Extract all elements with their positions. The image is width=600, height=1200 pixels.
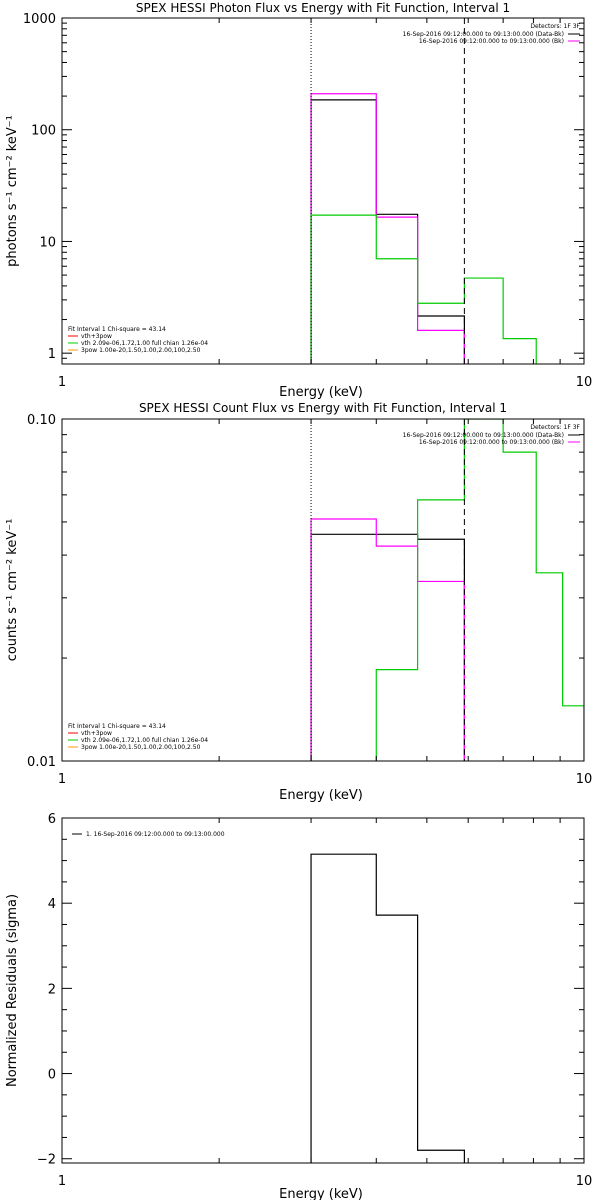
series-1-step	[310, 99, 465, 364]
y-tick-label: 1	[48, 347, 56, 362]
legend-entry: 16-Sep-2016 09:12:00.000 to 09:13:00.000…	[403, 432, 564, 439]
chart-panel-3: 1 10 −2 0 2 4 6 Energy (keV) Normalized Residual…	[5, 812, 592, 1200]
series-2-step	[310, 518, 465, 761]
series-1-step	[310, 533, 465, 761]
legend-entry: 3pow 1.00e-20,1.50,1.00,2.00,100,2.50	[81, 744, 201, 751]
chart-panel-2: 1 10 0.01 0.10 SPEX HESSI Count Flux vs Ener…	[5, 401, 592, 803]
y-axis-label: Normalized Residuals (sigma)	[5, 894, 20, 1087]
x-axis-label: Energy (keV)	[279, 788, 363, 803]
y-tick-label: 1000	[23, 12, 56, 27]
y-tick-label: 0	[48, 1068, 56, 1083]
legend-header: Detectors: 1F 3F	[530, 23, 580, 30]
plot-area	[310, 853, 465, 1163]
y-tick-label: 0.01	[27, 755, 56, 770]
legend-header: Fit Interval 1 Chi-square = 43.14	[68, 723, 166, 730]
x-tick-label: 1	[58, 375, 66, 390]
axes-frame	[61, 817, 585, 1164]
legend-entry: 16-Sep-2016 09:12:00.000 to 09:13:00.000…	[419, 439, 564, 446]
x-axis-label: Energy (keV)	[279, 1187, 363, 1200]
y-axis-label: photons s⁻¹ cm⁻² keV⁻¹	[5, 115, 20, 267]
legend-fit: Fit Interval 1 Chi-square = 43.14vth+3po…	[68, 326, 208, 354]
legend-top: 1. 16-Sep-2016 09:12:00.000 to 09:13:00.…	[72, 831, 225, 838]
legend-entry: vth+3pow	[81, 730, 112, 737]
x-tick-label: 10	[576, 375, 593, 390]
legend-entry: 3pow 1.00e-20,1.50,1.00,2.00,100,2.50	[81, 347, 201, 354]
chart-title: SPEX HESSI Photon Flux vs Energy with Fi…	[136, 1, 510, 15]
x-tick-label: 10	[576, 772, 593, 787]
legend-header: Detectors: 1F 3F	[530, 424, 580, 431]
y-tick-label: 2	[48, 982, 56, 997]
legend-entry: 16-Sep-2016 09:12:00.000 to 09:13:00.000…	[419, 38, 564, 45]
legend-entry: 1. 16-Sep-2016 09:12:00.000 to 09:13:00.…	[86, 831, 225, 838]
plot-area	[310, 419, 584, 761]
legend-entry: vth+3pow	[81, 333, 112, 340]
y-tick-label: 4	[48, 897, 56, 912]
axes-frame	[61, 418, 585, 762]
y-axis-label: counts s⁻¹ cm⁻² keV⁻¹	[5, 519, 20, 662]
y-tick-label: 0.10	[27, 413, 56, 428]
legend-entry: 16-Sep-2016 09:12:00.000 to 09:13:00.000…	[403, 31, 564, 38]
y-tick-label: 100	[31, 124, 56, 139]
series-2-step	[310, 93, 465, 364]
series-1-step	[310, 853, 465, 1163]
x-axis-label: Energy (keV)	[279, 385, 363, 400]
legend-entry: vth 2.09e-06,1.72,1.00 full chian 1.26e-…	[81, 340, 208, 347]
y-tick-label: −2	[37, 1153, 56, 1168]
chart-title: SPEX HESSI Count Flux vs Energy with Fit…	[139, 401, 507, 415]
series-3-step	[375, 419, 584, 761]
y-tick-label: 6	[48, 812, 56, 827]
y-tick-label: 10	[39, 235, 56, 250]
x-tick-label: 10	[576, 1174, 593, 1189]
plot-area	[310, 93, 537, 364]
axes-frame	[61, 17, 585, 365]
x-tick-label: 1	[58, 772, 66, 787]
series-3-step	[310, 214, 537, 364]
chart-panel-1: 1 10 1 10 100 1000 SPEX HESSI Photon Flux vs E…	[5, 1, 592, 400]
x-tick-label: 1	[58, 1174, 66, 1189]
legend-header: Fit Interval 1 Chi-square = 43.14	[68, 326, 166, 333]
legend-entry: vth 2.09e-06,1.72,1.00 full chian 1.26e-…	[81, 737, 208, 744]
legend-fit: Fit Interval 1 Chi-square = 43.14vth+3po…	[68, 723, 208, 751]
